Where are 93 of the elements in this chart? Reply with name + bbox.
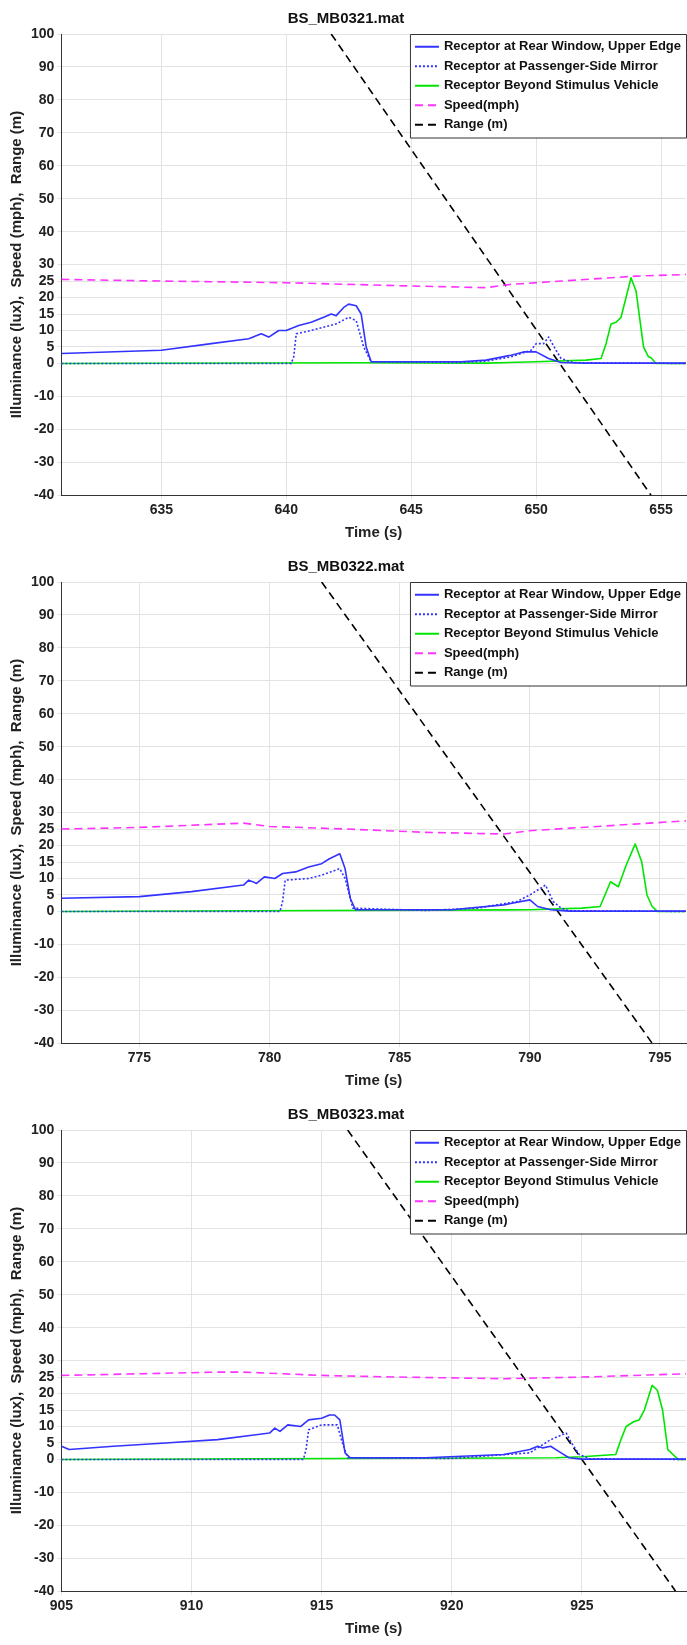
y-tick-label: -10 <box>34 1483 55 1500</box>
legend-label: Receptor Beyond Stimulus Vehicle <box>443 1173 659 1189</box>
y-tick-label: 100 <box>31 572 55 589</box>
legend-label: Receptor at Rear Window, Upper Edge <box>443 1134 681 1150</box>
y-axis-title: Illuminance (lux), Speed (mph), Range (m) <box>7 110 25 419</box>
y-tick-label: 90 <box>38 57 55 74</box>
x-tick-label: 775 <box>127 1049 152 1066</box>
legend-label: Receptor at Passenger-Side Mirror <box>443 57 658 73</box>
y-tick-label: 5 <box>46 337 55 354</box>
x-tick-label: 790 <box>518 1049 542 1066</box>
x-tick-label: 780 <box>257 1049 282 1066</box>
y-tick-label: 0 <box>46 902 55 919</box>
x-axis-title: Time (s) <box>345 1619 403 1637</box>
y-tick-label: 90 <box>38 1153 55 1170</box>
y-tick-label: -30 <box>34 453 55 470</box>
y-tick-label: 60 <box>38 156 55 173</box>
y-tick-label: 70 <box>38 123 55 140</box>
x-tick-label: 640 <box>274 501 299 518</box>
legend-label: Speed(mph) <box>443 644 520 660</box>
y-tick-label: 60 <box>38 1252 55 1269</box>
y-tick-label: 40 <box>38 222 55 239</box>
y-tick-label: 20 <box>38 836 55 853</box>
y-tick-label: -20 <box>34 968 55 985</box>
legend-label: Speed(mph) <box>443 96 520 112</box>
legend-label: Range (m) <box>443 664 508 680</box>
y-tick-label: -20 <box>34 420 55 437</box>
y-tick-label: 80 <box>38 90 55 107</box>
y-tick-label: -30 <box>34 1001 55 1018</box>
y-tick-label: 20 <box>38 288 55 305</box>
x-tick-label: 920 <box>440 1597 464 1614</box>
legend-label: Receptor Beyond Stimulus Vehicle <box>443 77 659 93</box>
chart-title: BS_MB0321.mat <box>287 9 405 27</box>
y-tick-label: 80 <box>38 1186 55 1203</box>
x-tick-label: 645 <box>399 501 424 518</box>
y-tick-label: 100 <box>31 1120 55 1137</box>
y-tick-label: 30 <box>38 1351 55 1368</box>
y-tick-label: 0 <box>46 354 55 371</box>
y-tick-label: 50 <box>38 737 55 754</box>
y-tick-label: 15 <box>38 1400 55 1417</box>
x-axis-title: Time (s) <box>345 1071 403 1089</box>
x-tick-label: 635 <box>149 501 174 518</box>
y-tick-label: 30 <box>38 255 55 272</box>
y-tick-label: 5 <box>46 885 55 902</box>
y-tick-label: -10 <box>34 935 55 952</box>
legend-label: Receptor at Passenger-Side Mirror <box>443 605 658 621</box>
y-tick-label: 70 <box>38 671 55 688</box>
chart-title: BS_MB0323.mat <box>287 1105 405 1123</box>
y-tick-label: -10 <box>34 387 55 404</box>
legend-label: Range (m) <box>443 1212 508 1228</box>
x-tick-label: 910 <box>179 1597 204 1614</box>
y-tick-label: 90 <box>38 605 55 622</box>
y-tick-label: 10 <box>38 869 55 886</box>
y-tick-label: 50 <box>38 189 55 206</box>
x-tick-label: 915 <box>309 1597 334 1614</box>
x-tick-label: 655 <box>649 501 673 518</box>
legend-label: Range (m) <box>443 116 508 132</box>
legend-label: Receptor Beyond Stimulus Vehicle <box>443 625 659 641</box>
x-axis-title: Time (s) <box>345 523 403 541</box>
legend-label: Receptor at Rear Window, Upper Edge <box>443 38 681 54</box>
legend-label: Receptor at Rear Window, Upper Edge <box>443 586 681 602</box>
legend-label: Speed(mph) <box>443 1192 520 1208</box>
y-tick-label: 25 <box>38 271 55 288</box>
y-tick-label: 25 <box>38 1367 55 1384</box>
y-tick-label: -30 <box>34 1549 55 1566</box>
legend-label: Receptor at Passenger-Side Mirror <box>443 1153 658 1169</box>
x-tick-label: 905 <box>49 1597 74 1614</box>
y-tick-label: 5 <box>46 1433 55 1450</box>
y-tick-label: 25 <box>38 819 55 836</box>
y-tick-label: 80 <box>38 638 55 655</box>
y-tick-label: 60 <box>38 704 55 721</box>
y-tick-label: 40 <box>38 1318 55 1335</box>
y-tick-label: -20 <box>34 1516 55 1533</box>
y-tick-label: 10 <box>38 1417 55 1434</box>
y-tick-label: 20 <box>38 1384 55 1401</box>
y-tick-label: 40 <box>38 770 55 787</box>
y-axis-title: Illuminance (lux), Speed (mph), Range (m) <box>7 658 25 967</box>
x-tick-label: 785 <box>388 1049 412 1066</box>
x-tick-label: 795 <box>648 1049 672 1066</box>
y-tick-label: 0 <box>46 1450 55 1467</box>
y-tick-label: 15 <box>38 852 55 869</box>
y-axis-title: Illuminance (lux), Speed (mph), Range (m) <box>7 1206 25 1515</box>
y-tick-label: -40 <box>34 1034 55 1051</box>
chart-title: BS_MB0322.mat <box>287 557 405 575</box>
y-tick-label: -40 <box>34 1582 55 1599</box>
x-tick-label: 925 <box>570 1597 594 1614</box>
y-tick-label: 30 <box>38 803 55 820</box>
y-tick-label: 10 <box>38 321 55 338</box>
x-tick-label: 650 <box>524 501 548 518</box>
y-tick-label: 100 <box>31 24 55 41</box>
y-tick-label: 70 <box>38 1219 55 1236</box>
y-tick-label: 50 <box>38 1285 55 1302</box>
y-tick-label: 15 <box>38 304 55 321</box>
y-tick-label: -40 <box>34 486 55 503</box>
